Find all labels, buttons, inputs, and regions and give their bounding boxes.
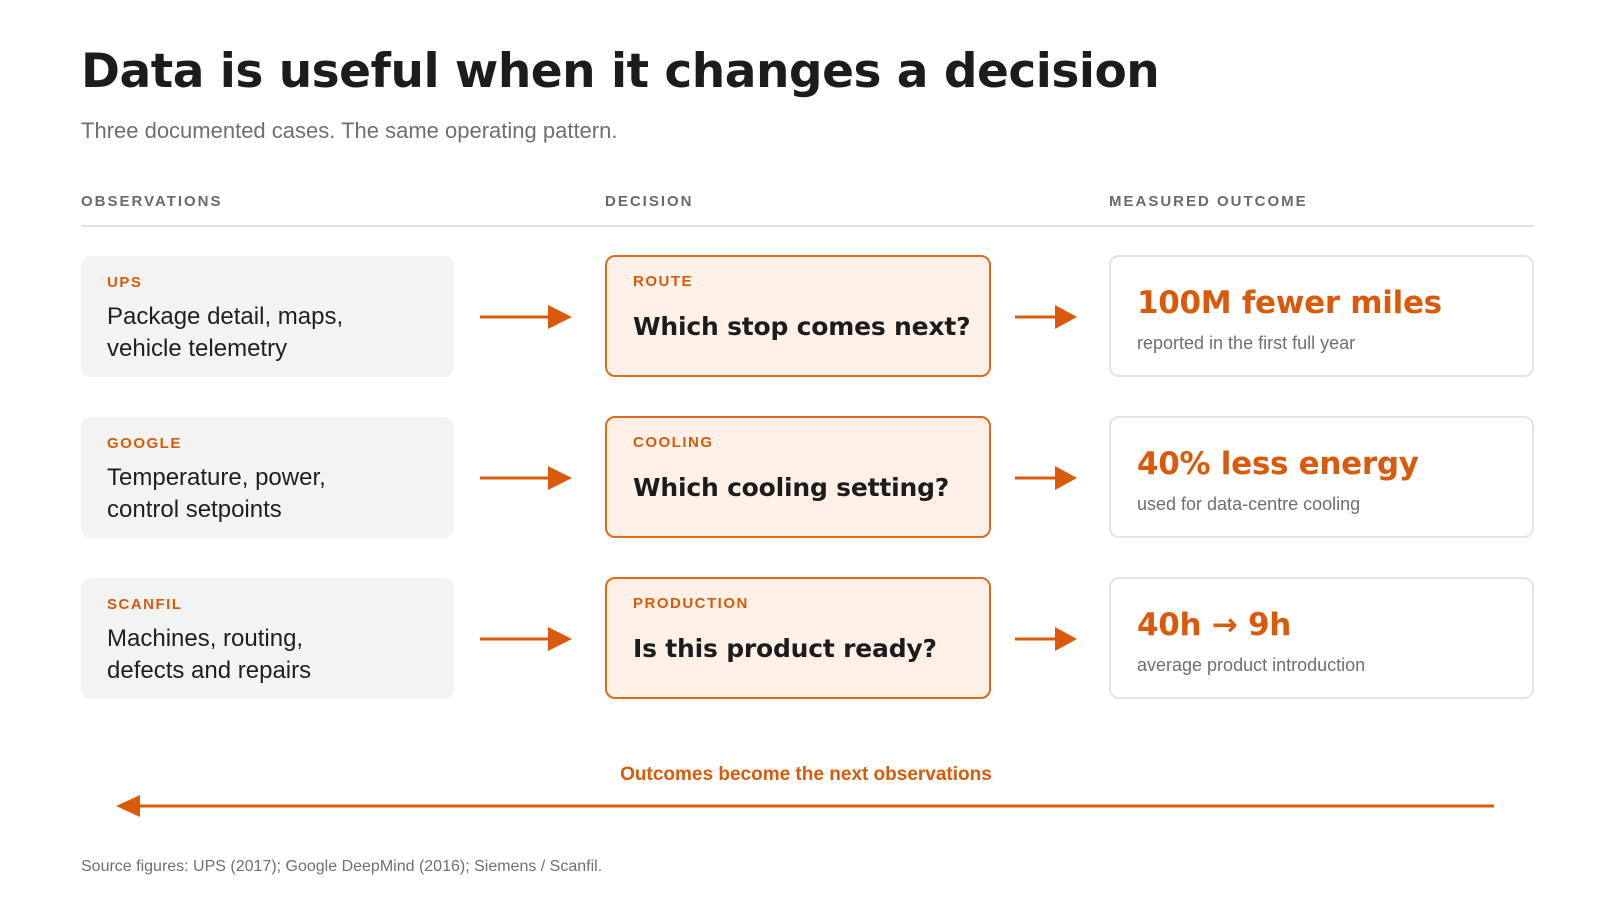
decision-question: Which stop comes next? — [633, 312, 971, 341]
outcome-description: reported in the first full year — [1137, 333, 1356, 353]
arrow-right-icon — [1015, 466, 1077, 490]
column-header-observations: OBSERVATIONS — [81, 193, 223, 210]
source-note: Source figures: UPS (2017); Google DeepM… — [81, 858, 603, 875]
arrow-right-icon — [480, 305, 572, 329]
outcome-card-google: 40% less energy used for data-centre coo… — [1109, 416, 1534, 538]
arrow-right-icon — [480, 627, 572, 651]
observation-text: Temperature, power, control setpoints — [107, 464, 326, 523]
decision-tag: ROUTE — [633, 273, 693, 290]
arrow-right-icon — [1015, 305, 1077, 329]
observation-text: Package detail, maps, vehicle telemetry — [107, 303, 344, 362]
company-label: SCANFIL — [107, 596, 183, 613]
arrow-right-icon — [480, 466, 572, 490]
page-subtitle: Three documented cases. The same operati… — [81, 118, 618, 143]
column-header-outcome: MEASURED OUTCOME — [1109, 193, 1308, 210]
decision-card-route: ROUTE Which stop comes next? — [605, 255, 991, 377]
decision-card-production: PRODUCTION Is this product ready? — [605, 577, 991, 699]
arrow-right-icon — [1015, 627, 1077, 651]
decision-tag: PRODUCTION — [633, 595, 749, 612]
column-header-decision: DECISION — [605, 193, 694, 210]
outcome-card-scanfil: 40h → 9h average product introduction — [1109, 577, 1534, 699]
decision-tag: COOLING — [633, 434, 714, 451]
outcome-value: 40% less energy — [1137, 446, 1419, 482]
feedback-loop-label: Outcomes become the next observations — [620, 764, 992, 785]
decision-question: Which cooling setting? — [633, 473, 950, 502]
outcome-card-ups: 100M fewer miles reported in the first f… — [1109, 255, 1534, 377]
observation-card-ups: UPS Package detail, maps, vehicle teleme… — [81, 256, 454, 377]
outcome-value: 100M fewer miles — [1137, 285, 1442, 321]
outcome-value: 40h → 9h — [1137, 607, 1292, 643]
company-label: UPS — [107, 274, 143, 291]
observation-card-scanfil: SCANFIL Machines, routing, defects and r… — [81, 578, 454, 699]
observation-card-google: GOOGLE Temperature, power, control setpo… — [81, 417, 454, 538]
outcome-description: average product introduction — [1137, 655, 1366, 675]
page-title: Data is useful when it changes a decisio… — [81, 44, 1160, 99]
decision-question: Is this product ready? — [633, 634, 937, 663]
observation-text: Machines, routing, defects and repairs — [107, 625, 312, 684]
decision-card-cooling: COOLING Which cooling setting? — [605, 416, 991, 538]
header-divider — [81, 225, 1534, 227]
company-label: GOOGLE — [107, 435, 182, 452]
arrow-left-icon — [116, 795, 1494, 817]
outcome-description: used for data-centre cooling — [1137, 494, 1361, 514]
